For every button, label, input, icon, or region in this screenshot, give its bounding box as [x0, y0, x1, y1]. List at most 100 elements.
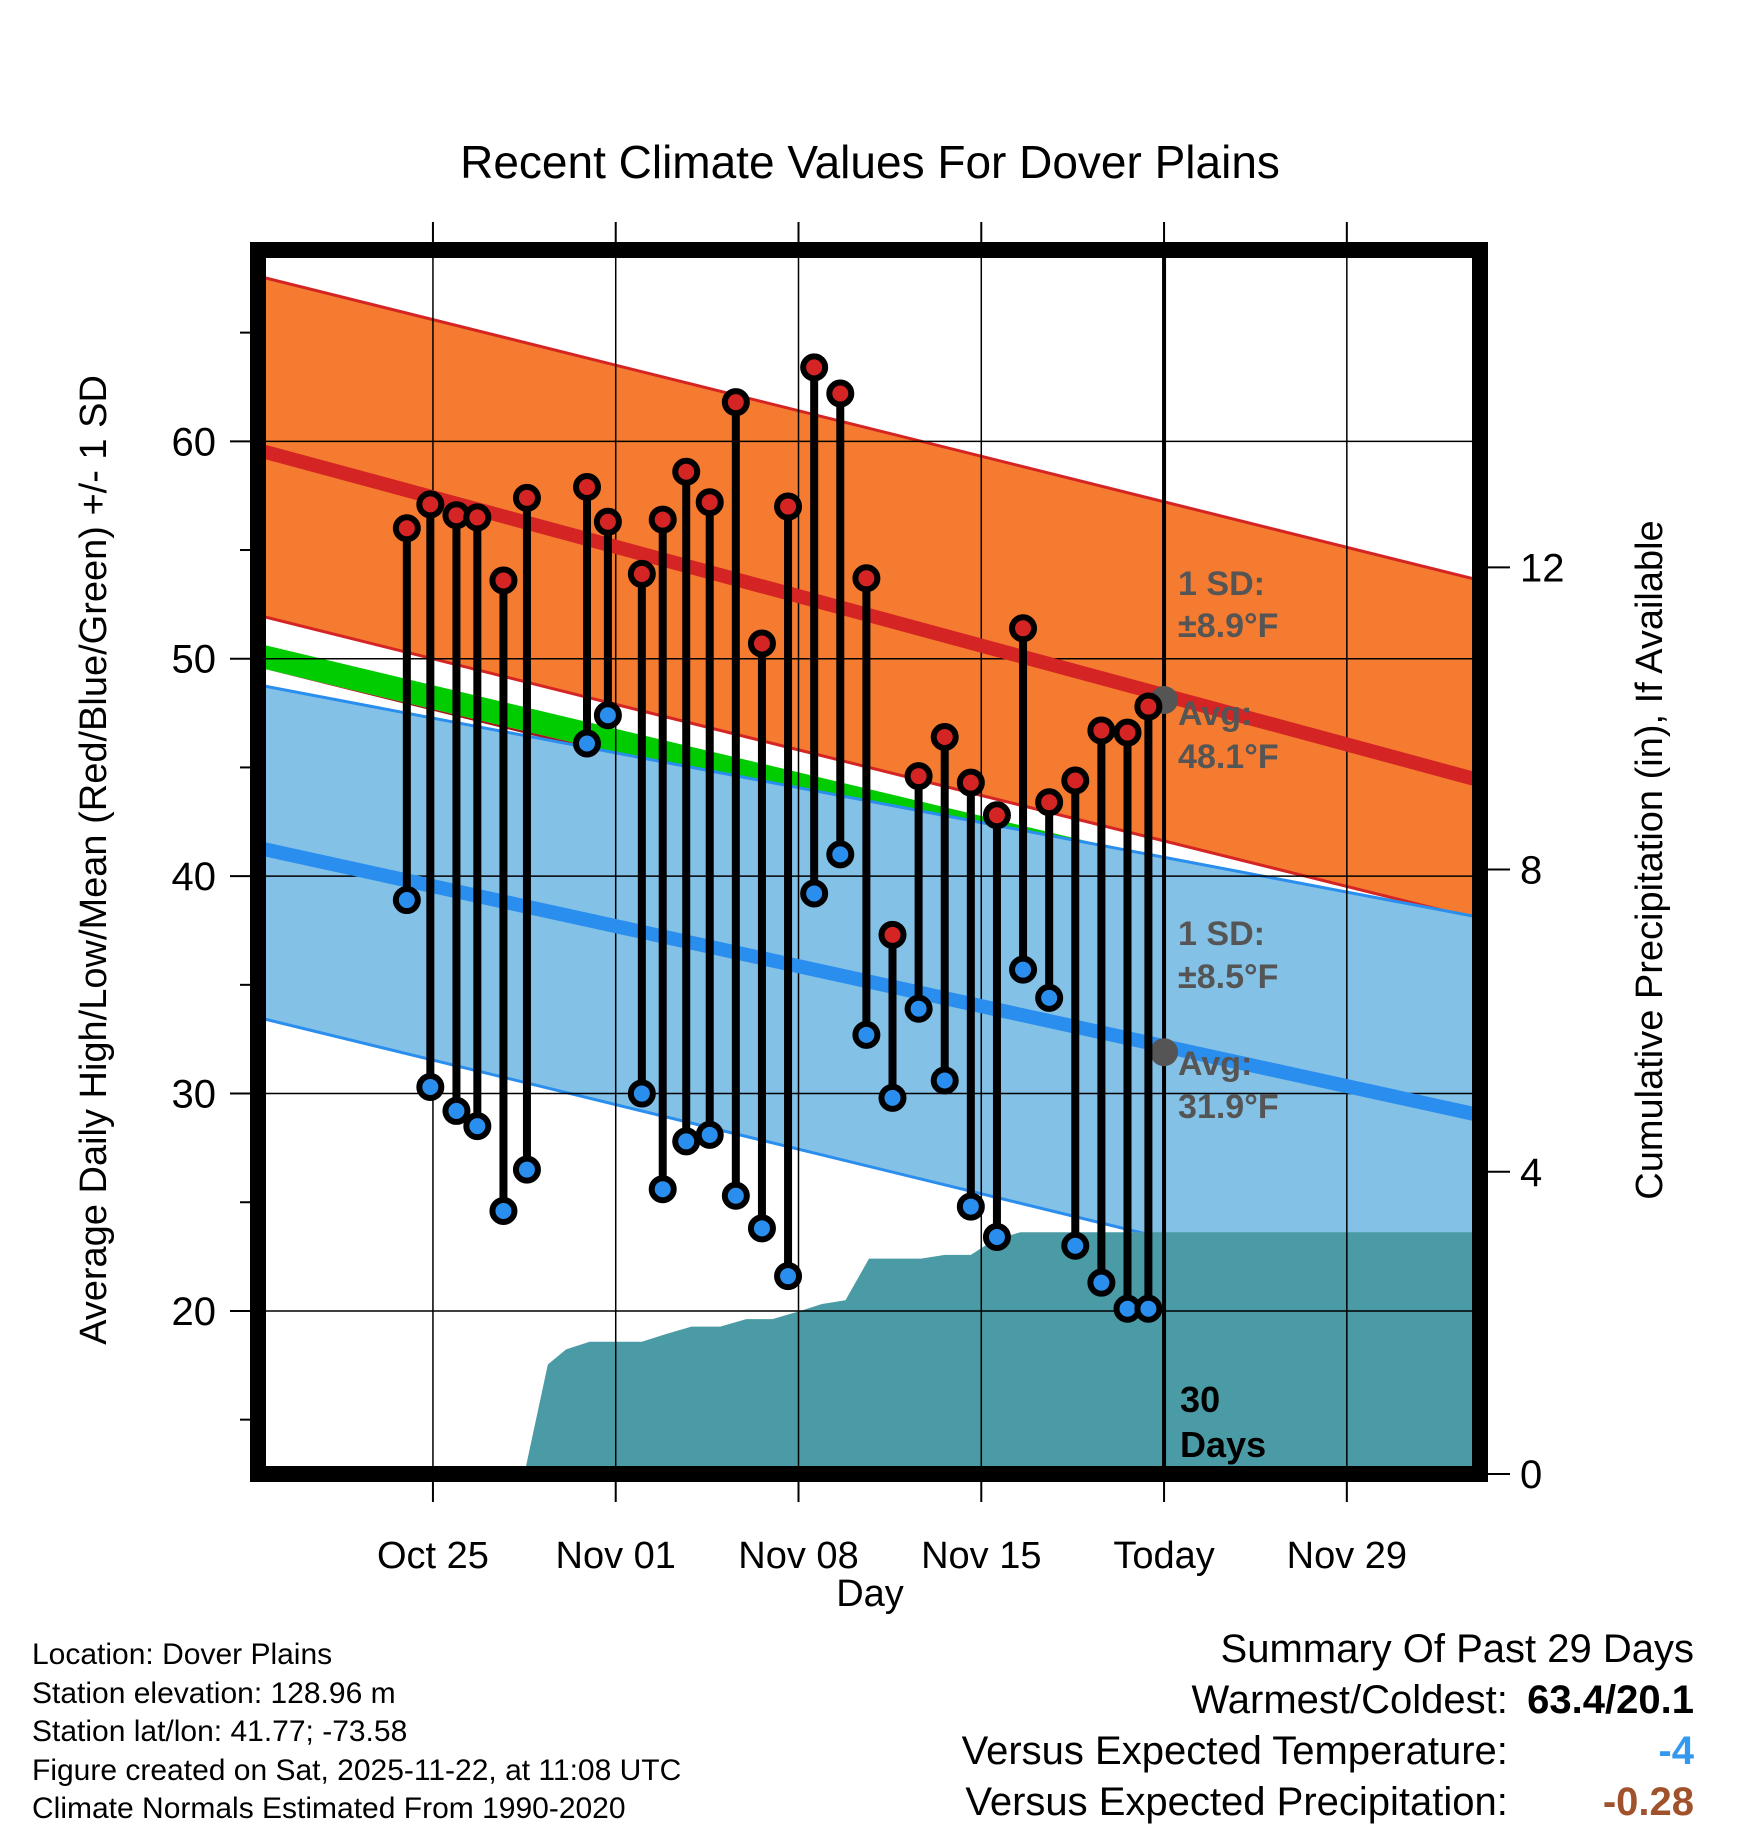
daily-high-point [878, 920, 907, 949]
daily-low-point [878, 1083, 907, 1112]
daily-high-point [1009, 614, 1038, 643]
daily-low-point [392, 886, 421, 915]
daily-high-point [800, 353, 829, 382]
y-tick-label: 40 [172, 855, 217, 899]
daily-high-point [1087, 716, 1116, 745]
y-tick-label: 20 [172, 1290, 217, 1334]
summary-panel: Summary Of Past 29 Days Warmest/Coldest:… [962, 1624, 1694, 1828]
station-info: Location: Dover Plains Station elevation… [32, 1636, 681, 1829]
daily-high-point [774, 492, 803, 521]
y-tick-label: 30 [172, 1073, 217, 1117]
plot-frame [250, 242, 1488, 1482]
daily-high-point [593, 507, 622, 536]
high-sd-value: ±8.9°F [1178, 607, 1278, 645]
daily-high-point [392, 514, 421, 543]
y-axis-label: Average Daily High/Low/Mean (Red/Blue/Gr… [73, 375, 115, 1345]
daily-high-point [512, 483, 541, 512]
daily-low-point [695, 1120, 724, 1149]
y2-tick-label: 0 [1520, 1453, 1542, 1497]
climate-chart: Recent Climate Values For Dover Plains 1… [73, 136, 1671, 1615]
daily-low-point [573, 729, 601, 758]
daily-low-point [463, 1112, 492, 1141]
daily-high-point [416, 490, 445, 519]
high-sd-upper-line [258, 274, 1480, 582]
y2-axis-label: Cumulative Precipitation (in), If Availa… [1629, 520, 1671, 1199]
x-tick-label: Nov 08 [738, 1535, 858, 1577]
y-tick-label: 60 [172, 420, 217, 464]
x-tick-label: Nov 29 [1287, 1535, 1407, 1577]
x-axis-label: Day [836, 1573, 904, 1615]
daily-low-point [800, 879, 829, 908]
daily-high-point [747, 629, 776, 658]
summary-warm-cold: Warmest/Coldest: 63.4/20.1 [962, 1675, 1695, 1726]
station-elevation: Station elevation: 128.96 m [32, 1676, 396, 1710]
days-label-text: Days [1180, 1424, 1266, 1465]
daily-low-point [672, 1127, 701, 1156]
daily-low-point [826, 840, 855, 869]
y2-tick-label: 8 [1520, 849, 1542, 893]
daily-low-point [1061, 1231, 1090, 1260]
low-avg-value: 31.9°F [1178, 1088, 1279, 1126]
temp-value: -4 [1658, 1729, 1694, 1773]
daily-low-point [512, 1155, 541, 1184]
high-sd-label: 1 SD: [1178, 565, 1265, 603]
y2-tick-label: 12 [1520, 546, 1565, 590]
daily-high-point [695, 488, 724, 517]
y2-tick-label: 4 [1520, 1151, 1542, 1195]
warm-cold-label: Warmest/Coldest: [1191, 1678, 1508, 1722]
daily-low-point [593, 701, 622, 730]
warm-cold-value: 63.4/20.1 [1527, 1678, 1694, 1722]
daily-high-point [648, 505, 677, 534]
daily-high-point [826, 379, 855, 408]
chart-title: Recent Climate Values For Dover Plains [460, 136, 1280, 188]
daily-high-point [1035, 788, 1064, 817]
daily-high-point [904, 762, 933, 791]
daily-low-point [648, 1175, 677, 1204]
daily-high-point [1134, 692, 1163, 721]
daily-high-point [852, 564, 881, 593]
y-tick-label: 50 [172, 638, 217, 682]
daily-high-point [982, 801, 1011, 830]
x-tick-label: Nov 01 [556, 1535, 676, 1577]
daily-low-point [627, 1079, 656, 1108]
daily-high-point [573, 472, 601, 501]
daily-low-point [1035, 983, 1064, 1012]
daily-high-point [489, 566, 518, 595]
precip-value: -0.28 [1602, 1780, 1694, 1824]
daily-low-point [852, 1020, 881, 1049]
daily-low-point [1087, 1268, 1116, 1297]
daily-high-point [1061, 766, 1090, 795]
daily-low-point [930, 1066, 959, 1095]
daily-high-point [1113, 718, 1142, 747]
daily-high-point [930, 722, 959, 751]
plot-area: 1 SD: ±8.9°F Avg: 48.1°F 1 SD: ±8.5°F Avg: 31.9… [258, 250, 1480, 1474]
days-label-number: 30 [1180, 1379, 1220, 1420]
summary-precip: Versus Expected Precipitation: -0.28 [962, 1777, 1694, 1828]
daily-low-point [904, 994, 933, 1023]
low-avg-label: Avg: [1178, 1045, 1252, 1083]
daily-low-point [982, 1223, 1011, 1252]
daily-low-point [1009, 955, 1038, 984]
daily-high-point [463, 503, 492, 532]
low-sd-label: 1 SD: [1178, 915, 1265, 953]
x-tick-label: Today [1113, 1535, 1214, 1577]
precip-area [524, 1232, 1480, 1474]
daily-low-point [956, 1192, 985, 1221]
temp-label: Versus Expected Temperature: [961, 1729, 1508, 1773]
daily-low-point [442, 1096, 471, 1125]
daily-low-point [721, 1181, 750, 1210]
daily-low-point [1134, 1294, 1163, 1323]
today-low-avg-marker [1150, 1038, 1179, 1067]
daily-low-point [416, 1073, 445, 1102]
low-sd-value: ±8.5°F [1178, 958, 1278, 996]
daily-low-point [774, 1262, 803, 1291]
daily-low-point [747, 1214, 776, 1243]
daily-high-point [956, 768, 985, 797]
precip-label: Versus Expected Precipitation: [965, 1780, 1508, 1824]
station-latlon: Station lat/lon: 41.77; -73.58 [32, 1715, 408, 1748]
climate-normals-period: Climate Normals Estimated From 1990-2020 [32, 1792, 626, 1825]
station-location: Location: Dover Plains [32, 1638, 333, 1671]
summary-temp: Versus Expected Temperature: -4 [962, 1726, 1694, 1777]
high-avg-label: Avg: [1178, 695, 1252, 733]
x-tick-label: Nov 15 [921, 1535, 1041, 1577]
